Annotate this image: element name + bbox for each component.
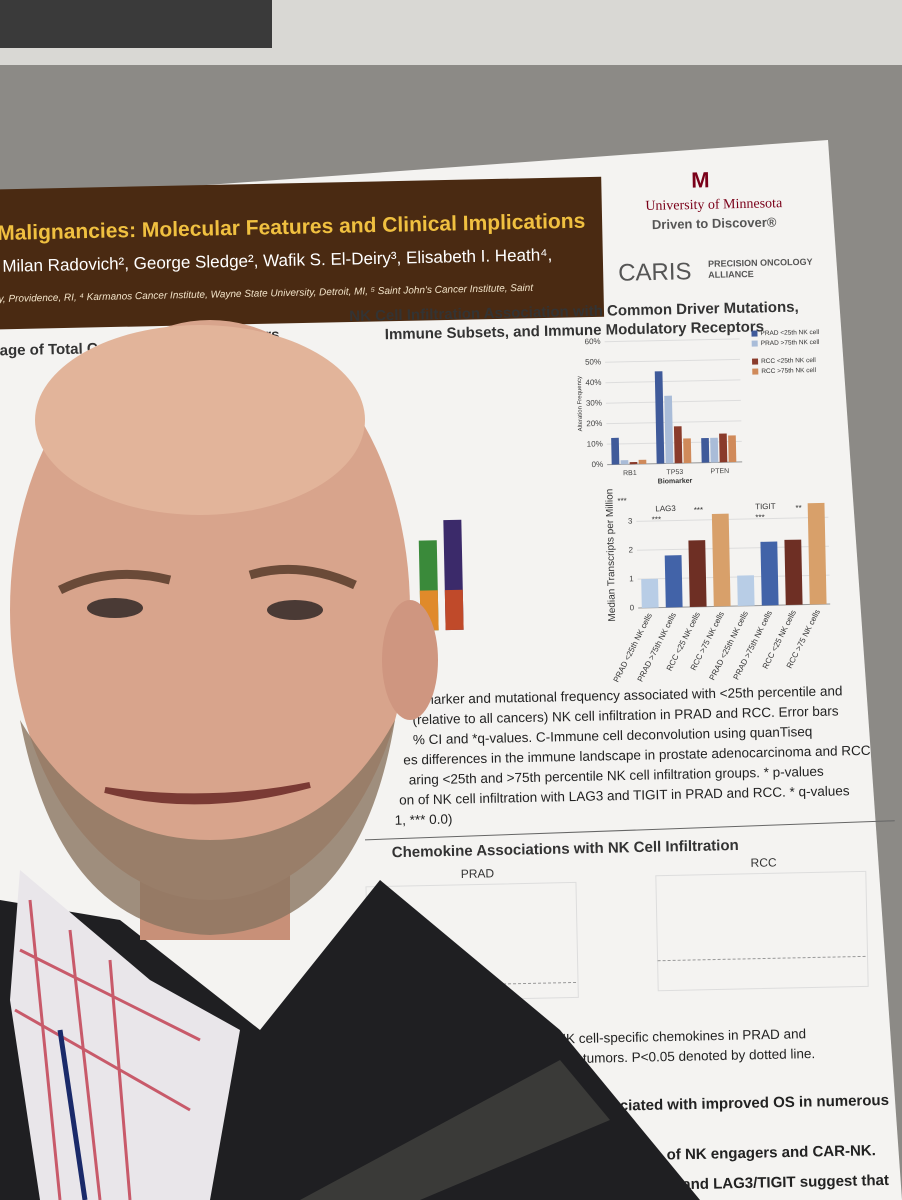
alliance-line: ALLIANCE [708,269,754,280]
conclusions: ociated with improved OS in numerous of … [610,1092,889,1193]
bar [641,578,659,608]
grid-line [605,358,741,363]
university-name: University of Minnesota [645,196,783,214]
grid-line [606,420,742,425]
divider [364,820,895,841]
scalp [35,325,365,515]
eye [87,598,143,618]
shirt [10,870,240,1200]
bar [611,437,620,465]
eye [267,600,323,620]
x-tick-label: PTEN [710,468,729,475]
scatter-frame [655,870,869,992]
bar [784,539,803,605]
panel-label: RCC [750,855,777,870]
bar [807,502,827,605]
annotation: LAG3 [655,504,676,513]
grid-line [605,379,741,384]
annotation: *** [694,505,704,514]
legend-label: RCC <25th NK cell [761,357,816,365]
bar [701,437,710,463]
grid-line [604,338,740,343]
bar [710,437,719,463]
legend-label: RCC >75th NK cell [761,367,816,375]
bar [711,513,731,607]
bar [760,541,779,606]
alliance-line: PRECISION ONCOLOGY [708,257,813,269]
legend-label: PRAD >75th NK cell [761,339,820,347]
ear [382,600,438,720]
panel-label: PRAD [461,866,495,881]
shirt-check [14,899,201,1200]
y-tick-label: 50% [585,357,601,366]
lanyard [57,1029,88,1200]
legend-label: PRAD <25th NK cell [760,329,819,337]
deconvolution-bar [444,589,464,631]
y-axis-label: Alteration Frequency [577,376,584,431]
caris-logo: CARIS [618,258,692,287]
tagline: Driven to Discover® [652,215,777,233]
conclusion-line: and LAG3/TIGIT suggest that [682,1172,889,1193]
annotation: *** [617,496,627,505]
y-tick-label: 1 [629,574,634,583]
x-tick-label: RB1 [623,470,637,477]
bar [719,433,728,463]
y-tick-label: 20% [586,419,602,428]
bar [664,395,674,464]
threshold-line [657,955,868,962]
annotation: *** [755,513,765,522]
bar [683,438,692,464]
annotation: TIGIT [755,502,776,511]
caption-line: rsus low tumors. P<0.05 denoted by dotte… [529,1046,815,1067]
legend-swatch [752,368,759,375]
y-axis-label: Median Transcripts per Million [604,489,618,622]
legend-swatch [751,340,758,347]
x-axis-label: Biomarker [658,478,693,486]
grid-line [605,399,741,404]
bar [673,426,683,464]
conclusion-line: of NK engagers and CAR-NK. [666,1142,875,1163]
bar [620,460,629,465]
annotation: ** [795,503,801,512]
y-tick-label: 0% [592,460,604,469]
y-tick-label: 10% [587,439,603,448]
bag-strap [300,1060,610,1200]
bar [629,461,638,465]
y-tick-label: 30% [586,398,602,407]
y-tick-label: 3 [628,517,633,526]
title-banner [0,176,605,330]
legend-swatch [752,358,759,365]
caption-line: 1, *** 0.0) [394,812,452,828]
bar [737,575,755,606]
upper-poster [0,0,272,48]
bar [664,555,683,608]
legend-swatch [751,330,758,337]
y-tick-label: 0 [630,603,635,612]
y-tick-label: 60% [585,337,601,346]
bar [638,459,647,465]
x-tick-label: TP53 [666,469,683,476]
mouth [104,782,311,805]
bar [688,540,707,607]
person [0,320,700,1200]
bar [654,371,665,464]
grid-line [636,516,829,522]
annotation: *** [652,515,662,524]
bar [728,435,737,463]
y-tick-label: 40% [585,378,601,387]
eyebrows [57,564,357,595]
conclusion-line: ociated with improved OS in numerous [610,1092,889,1115]
y-tick-label: 2 [628,545,633,554]
beard [20,720,395,935]
umn-mark: M [691,167,710,192]
